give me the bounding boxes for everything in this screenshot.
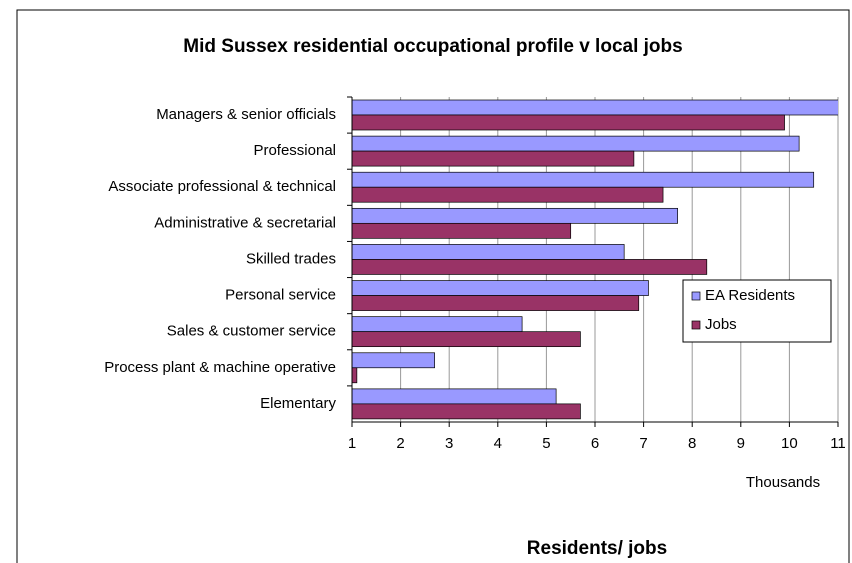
bar	[352, 114, 785, 131]
x-axis-label: Thousands	[746, 474, 820, 491]
x-tick-label: 6	[591, 435, 599, 452]
bar	[352, 186, 664, 203]
y-tick-label: Personal service	[225, 287, 336, 304]
bar	[352, 259, 708, 275]
footer-label: Residents/ jobs	[527, 538, 667, 559]
y-tick-label: Managers & senior officials	[156, 106, 336, 123]
x-tick-label: 4	[494, 435, 502, 452]
bar	[352, 367, 358, 384]
bar	[352, 280, 649, 296]
chart-title: Mid Sussex residential occupational prof…	[183, 36, 682, 57]
bar	[352, 222, 572, 239]
y-tick-label: Skilled trades	[246, 250, 336, 267]
bars	[352, 99, 838, 420]
bar	[352, 150, 635, 167]
bar	[352, 295, 640, 311]
bar	[352, 135, 800, 152]
x-tick-label: 11	[830, 435, 846, 452]
y-tick-label: Administrative & secretarial	[154, 214, 336, 231]
y-tick-label: Sales & customer service	[167, 323, 336, 340]
x-tick-label: 7	[639, 435, 647, 452]
bar	[352, 316, 523, 333]
legend-label: Jobs	[705, 316, 737, 333]
bar	[352, 331, 581, 348]
y-tick-label: Elementary	[260, 395, 336, 412]
x-tick-label: 1	[348, 435, 356, 452]
y-tick-label: Professional	[253, 142, 336, 159]
axes: 1 2 3 4 5 6 7 8 9 10 11 Managers & senior officials…	[104, 96, 846, 452]
legend-swatch	[691, 320, 701, 330]
x-tick-label: 9	[737, 435, 745, 452]
bar	[352, 207, 678, 224]
bar	[352, 403, 581, 420]
legend-label: EA Residents	[705, 287, 795, 304]
y-tick-label: Process plant & machine operative	[104, 359, 336, 376]
x-tick-label: 2	[396, 435, 404, 452]
bar	[352, 352, 435, 369]
y-tick-label: Associate professional & technical	[108, 178, 336, 195]
x-tick-label: 3	[445, 435, 453, 452]
legend-swatch	[691, 291, 701, 301]
legend-box	[682, 279, 832, 343]
bar	[352, 99, 838, 116]
x-tick-label: 5	[542, 435, 550, 452]
x-tick-label: 8	[688, 435, 696, 452]
bar	[352, 244, 625, 260]
bar	[352, 171, 815, 188]
x-tick-label: 10	[781, 435, 798, 452]
bar	[352, 388, 557, 405]
